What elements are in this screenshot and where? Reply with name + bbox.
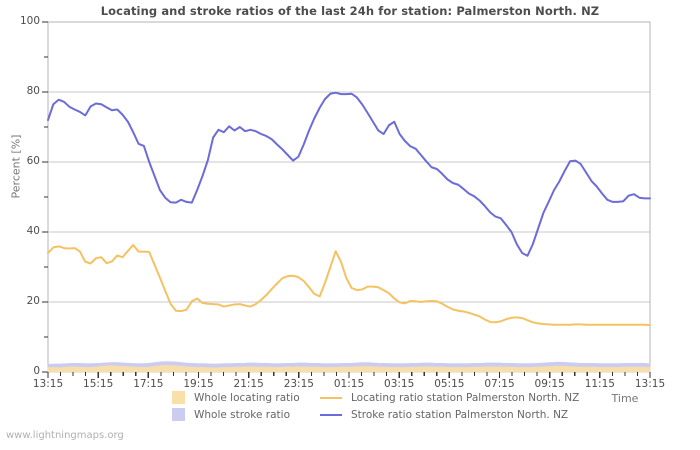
x-tick-label: 03:15 — [384, 378, 415, 390]
legend-item-stroke-ratio-station: Stroke ratio station Palmerston North. N… — [320, 409, 592, 421]
watermark: www.lightningmaps.org — [6, 430, 124, 441]
x-tick-label: 21:15 — [233, 378, 264, 390]
y-tick-label: 0 — [33, 365, 40, 377]
legend-label: Whole stroke ratio — [194, 408, 290, 421]
legend-line-icon — [320, 413, 342, 416]
x-tick-label: 01:15 — [333, 378, 365, 390]
legend-line-icon — [320, 396, 342, 399]
x-tick-label: 13:15 — [32, 378, 64, 390]
y-tick-label: 60 — [26, 155, 40, 167]
y-tick-label: 40 — [26, 225, 40, 237]
legend-item-whole-locating-ratio: Whole locating ratio — [172, 391, 320, 404]
legend-row: Whole stroke ratio Stroke ratio station … — [172, 406, 592, 423]
legend-item-locating-ratio-station: Locating ratio station Palmerston North.… — [320, 392, 592, 404]
chart-legend: Whole locating ratio Locating ratio stat… — [172, 389, 592, 423]
legend-swatch-icon — [172, 391, 185, 404]
legend-swatch-icon — [172, 408, 185, 421]
chart-title: Locating and stroke ratios of the last 2… — [100, 4, 600, 18]
y-tick-label: 80 — [26, 85, 40, 97]
x-tick-label: 11:15 — [584, 378, 615, 390]
x-tick-label: 19:15 — [183, 378, 214, 390]
x-tick-label: 09:15 — [534, 378, 565, 390]
legend-row: Whole locating ratio Locating ratio stat… — [172, 389, 592, 406]
x-tick-label: 15:15 — [83, 378, 114, 390]
x-axis-label: Time — [611, 392, 639, 405]
x-tick-label: 13:15 — [634, 378, 666, 390]
x-tick-label: 23:15 — [283, 378, 314, 390]
legend-label: Stroke ratio station Palmerston North. N… — [351, 408, 569, 421]
x-tick-label: 07:15 — [484, 378, 515, 390]
y-tick-label: 20 — [26, 295, 40, 307]
legend-label: Locating ratio station Palmerston North.… — [351, 391, 580, 404]
x-tick-label: 05:15 — [434, 378, 465, 390]
legend-item-whole-stroke-ratio: Whole stroke ratio — [172, 408, 320, 421]
y-tick-label: 100 — [19, 15, 40, 27]
x-tick-label: 17:15 — [133, 378, 164, 390]
legend-label: Whole locating ratio — [194, 391, 300, 404]
